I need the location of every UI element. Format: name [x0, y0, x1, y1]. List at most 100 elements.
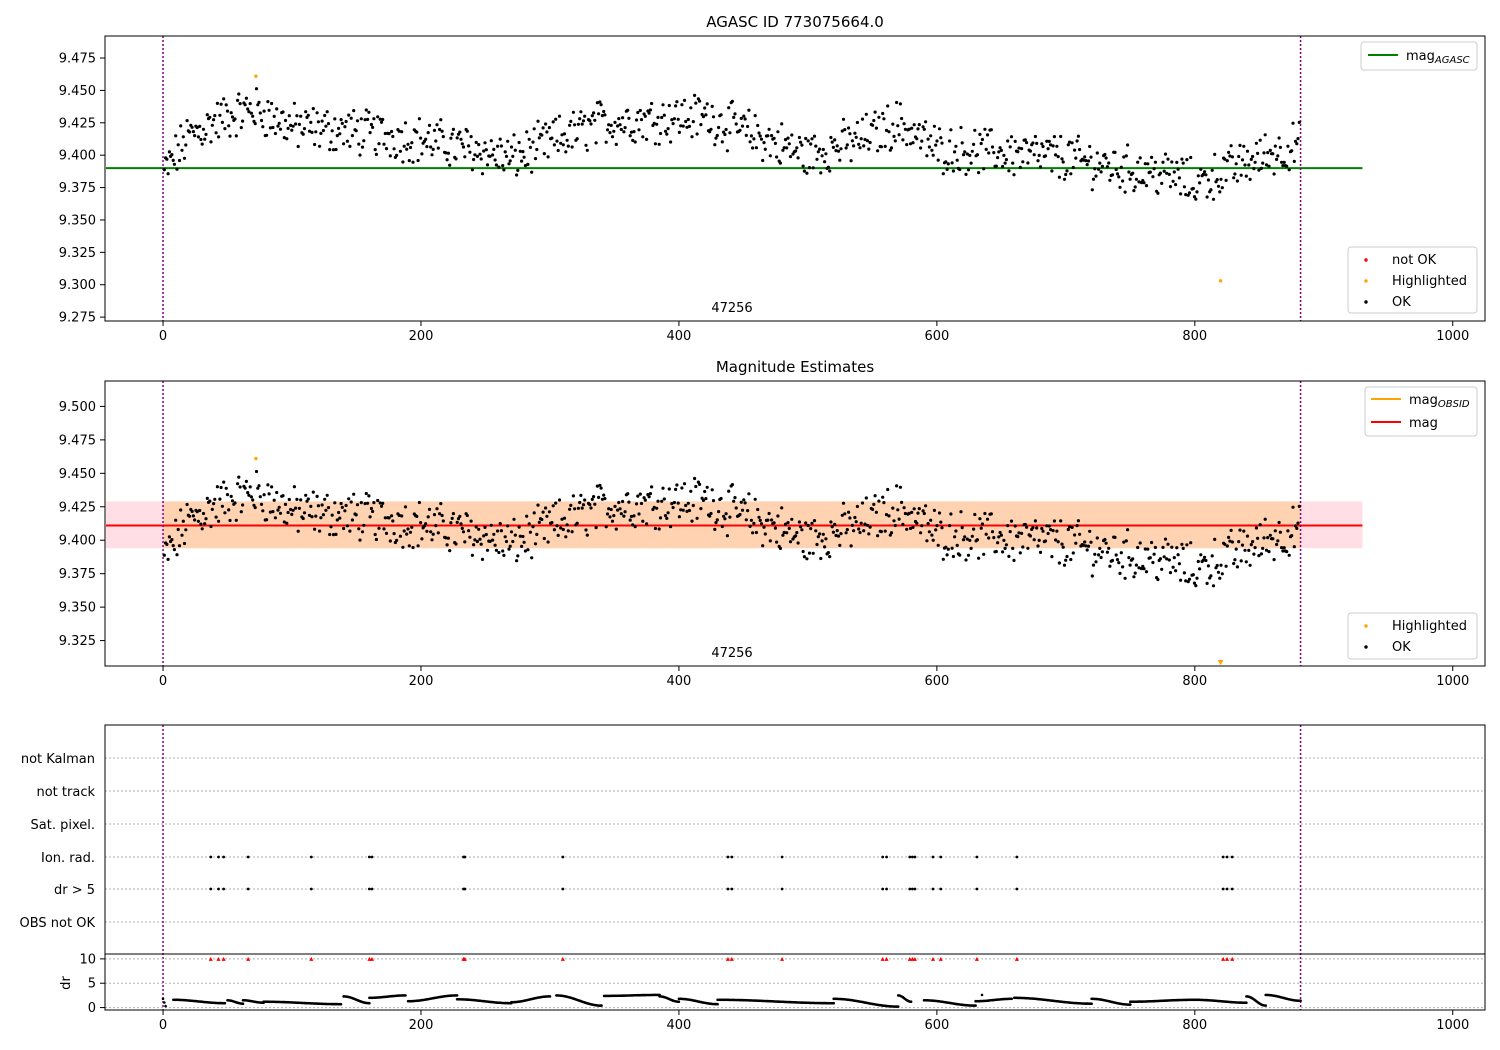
- ok-point: [1124, 539, 1128, 543]
- ok-point: [843, 512, 847, 516]
- ok-point: [874, 510, 879, 514]
- ok-point: [1286, 529, 1290, 533]
- ok-point: [1013, 524, 1017, 528]
- ok-point: [959, 510, 963, 514]
- ok-point: [329, 140, 333, 144]
- ok-point: [204, 132, 208, 136]
- ok-point: [179, 124, 183, 128]
- ok-point: [200, 527, 204, 531]
- ok-point: [193, 134, 197, 138]
- ok-point: [687, 508, 692, 513]
- ok-point: [599, 103, 603, 107]
- ok-point: [1097, 553, 1101, 557]
- ok-point: [1170, 545, 1174, 549]
- ok-point: [977, 171, 981, 175]
- ok-point: [858, 146, 862, 150]
- ok-point: [1291, 505, 1295, 509]
- ok-point: [398, 534, 402, 538]
- ok-point: [973, 512, 977, 517]
- ok-point: [701, 115, 706, 119]
- ok-point: [743, 501, 747, 505]
- ok-point: [448, 163, 452, 167]
- ok-point: [1127, 170, 1131, 174]
- ok-point: [366, 501, 370, 505]
- ok-point: [1065, 554, 1069, 559]
- ok-point: [588, 119, 592, 123]
- ok-point: [1076, 519, 1080, 523]
- ok-point: [518, 534, 522, 538]
- ok-point: [1229, 528, 1233, 533]
- ok-point: [170, 538, 174, 542]
- legend-ok: OK: [1392, 295, 1411, 310]
- ok-point: [862, 144, 866, 148]
- ok-point: [927, 530, 932, 534]
- ok-point: [656, 115, 660, 119]
- ok-point: [613, 120, 617, 124]
- ok-point: [307, 129, 312, 133]
- ok-point: [891, 506, 895, 510]
- ok-point: [1040, 526, 1044, 531]
- ok-point: [882, 117, 886, 121]
- ok-point: [677, 130, 682, 134]
- ok-point: [714, 521, 718, 525]
- ok-point: [1083, 540, 1087, 544]
- ok-point: [531, 140, 535, 144]
- ok-point: [925, 154, 929, 158]
- ok-point: [1026, 161, 1030, 165]
- ok-point: [953, 150, 957, 154]
- ok-point: [565, 138, 569, 142]
- ok-point: [1251, 154, 1255, 159]
- flag-point: [881, 855, 885, 859]
- ok-point: [1273, 144, 1277, 148]
- ok-point: [1100, 164, 1104, 168]
- ok-point: [241, 503, 245, 507]
- ok-point: [865, 523, 870, 527]
- ok-point: [324, 124, 328, 128]
- ok-point: [1046, 147, 1050, 151]
- ok-point: [348, 529, 352, 533]
- ok-point: [349, 116, 353, 120]
- ok-point: [184, 528, 188, 532]
- legend-mag-agasc: magAGASC: [1406, 49, 1470, 66]
- dr-clipped-marker: [462, 956, 467, 961]
- agasc-y-tick-label: 9.300: [59, 278, 96, 293]
- dr-clipped-marker: [1014, 956, 1019, 961]
- ok-point: [575, 521, 579, 525]
- ok-point: [243, 103, 247, 107]
- ok-point: [236, 98, 240, 102]
- ok-point: [815, 157, 819, 161]
- ok-point: [434, 524, 438, 528]
- ok-point: [946, 547, 950, 551]
- ok-point: [634, 118, 639, 122]
- agasc-y-tick-label: 9.400: [59, 149, 96, 164]
- ok-point: [1189, 541, 1193, 545]
- ok-point: [484, 532, 488, 537]
- ok-point: [419, 136, 423, 140]
- ok-point: [1021, 545, 1025, 549]
- ok-point: [820, 539, 824, 543]
- ok-point: [277, 121, 281, 125]
- flag-row-label: not Kalman: [21, 752, 95, 767]
- ok-point: [523, 549, 528, 553]
- ok-point: [1166, 542, 1170, 546]
- ok-point: [432, 513, 437, 517]
- ok-point: [669, 525, 673, 529]
- ok-point: [1223, 157, 1227, 161]
- ok-point: [794, 149, 798, 153]
- ok-point: [662, 497, 666, 501]
- ok-point: [605, 128, 610, 132]
- ok-point: [901, 138, 905, 142]
- ok-point: [679, 508, 683, 512]
- ok-point: [460, 142, 464, 146]
- ok-point: [948, 524, 952, 528]
- ok-point: [756, 507, 760, 512]
- ok-point: [200, 142, 204, 146]
- ok-point: [410, 141, 414, 145]
- ok-point: [1245, 149, 1250, 153]
- ok-point: [537, 520, 541, 525]
- ok-point: [742, 498, 746, 502]
- ok-point: [512, 133, 516, 137]
- ok-point: [320, 503, 324, 507]
- ok-point: [343, 125, 347, 129]
- ok-point: [920, 524, 924, 528]
